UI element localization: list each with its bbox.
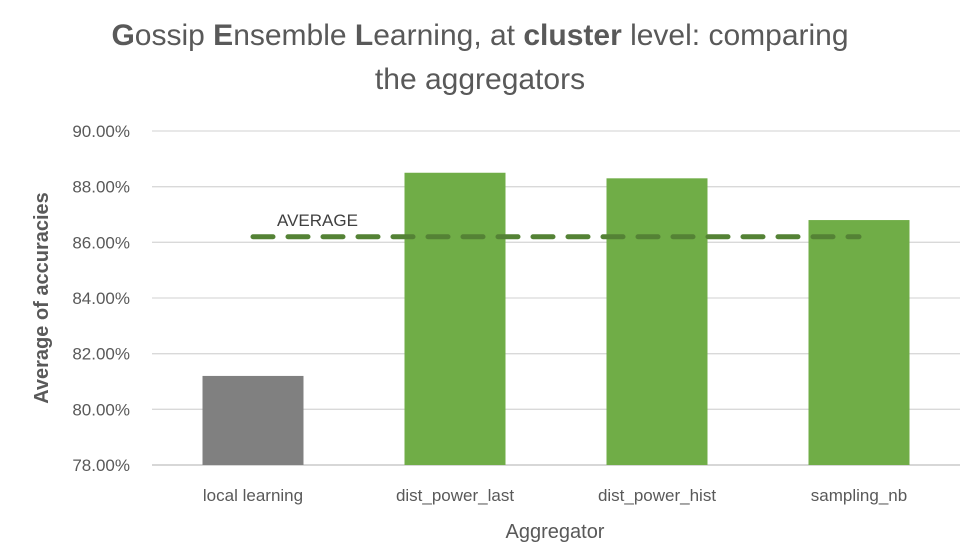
y-tick-label: 90.00% [72,122,130,141]
chart-title-segment: nsemble [233,19,355,52]
chart-title-segment: earning, at [373,19,524,52]
chart-title-line-1: Gossip Ensemble Learning, at cluster lev… [0,14,960,58]
x-tick-label: dist_power_last [396,486,514,505]
x-axis-title: Aggregator [506,521,605,543]
x-axis-ticks: local learning dist_power_last dist_power_… [203,486,907,505]
chart-title-segment: the aggregators [374,63,586,96]
bar-sampling-nb [808,220,910,465]
chart-title-segment: ossip [134,19,214,52]
chart-title-segment: cluster [523,19,622,52]
chart-title-line-2: the aggregators [0,58,960,102]
chart-title-segment: L [354,19,374,52]
chart-title-segment: G [111,19,135,52]
x-tick-label: local learning [203,486,303,505]
bars [202,172,910,466]
bar-dist-power-hist [606,178,708,466]
y-tick-label: 80.00% [72,400,130,419]
y-tick-label: 82.00% [72,345,130,364]
y-tick-label: 86.00% [72,233,130,252]
y-axis-title: Average of accuracies [31,192,53,404]
bar-dist-power-last [404,172,506,465]
x-tick-label: sampling_nb [811,486,907,505]
average-label: AVERAGE [277,211,358,230]
chart-title-segment: E [213,19,234,52]
y-tick-label: 78.00% [72,456,130,475]
x-tick-label: dist_power_hist [598,486,716,505]
average-line-group: AVERAGE [250,211,862,240]
y-tick-label: 88.00% [72,178,130,197]
chart-title-segment: level: comparing [621,19,849,52]
y-tick-label: 84.00% [72,289,130,308]
chart-title: Gossip Ensemble Learning, at cluster lev… [0,14,960,102]
bar-local-learning [202,375,304,465]
y-axis-ticks: 78.00% 80.00% 82.00% 84.00% 86.00% 88.00% 90.0… [72,122,130,475]
